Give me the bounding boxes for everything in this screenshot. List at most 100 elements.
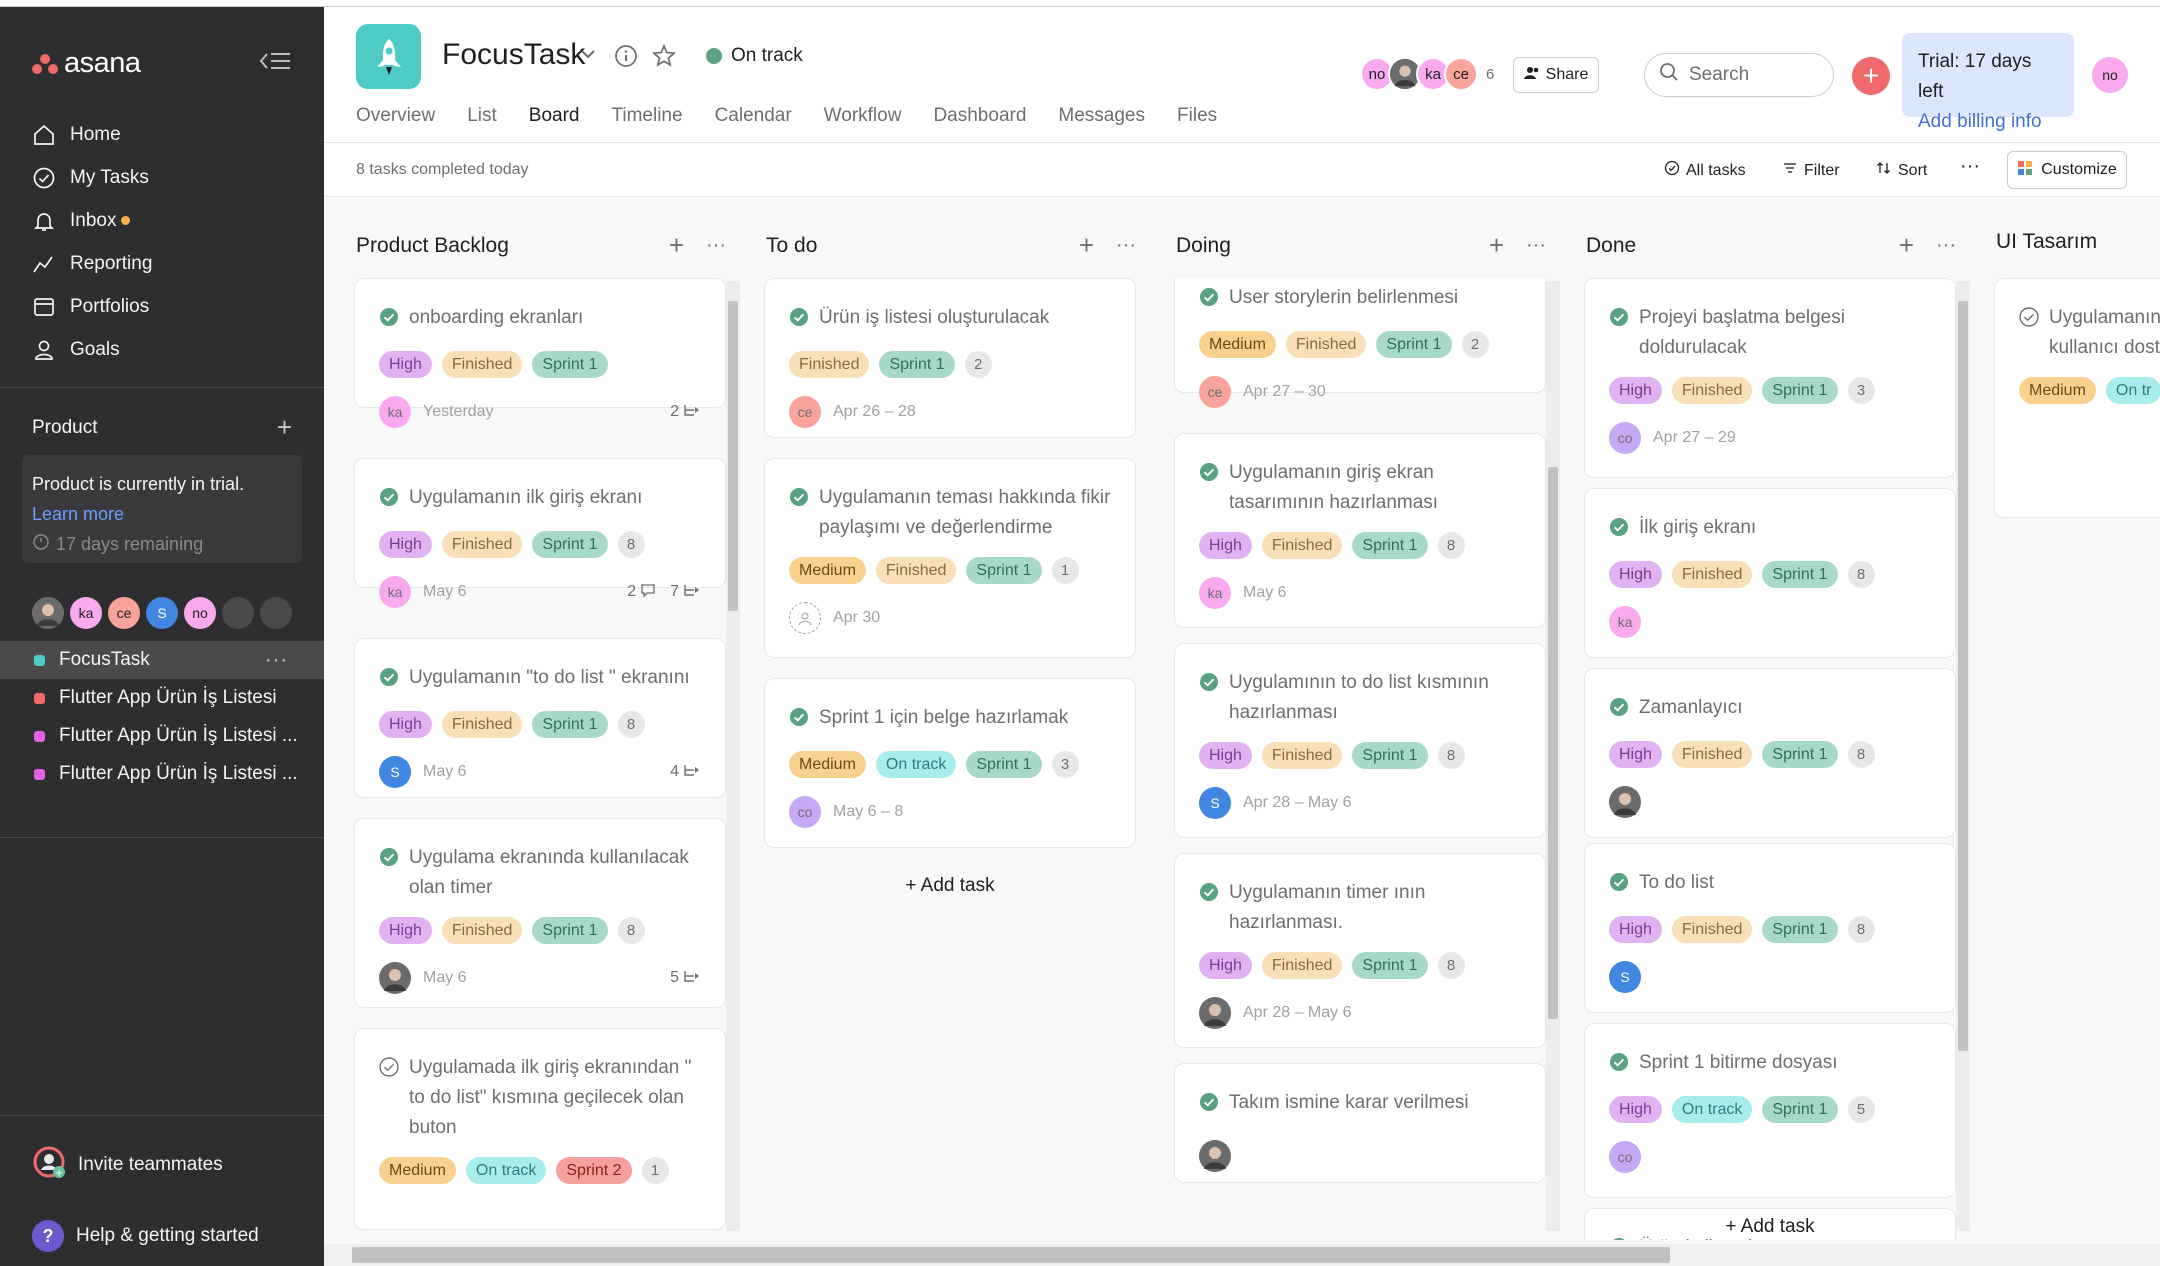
assignee-avatar[interactable]: ka xyxy=(1609,606,1641,638)
tab-list[interactable]: List xyxy=(467,105,497,126)
all-tasks-button[interactable]: All tasks xyxy=(1664,160,1746,181)
project-flutter-app[interactable]: Flutter App Ürün İş Listesi ... xyxy=(0,755,324,793)
avatar[interactable]: ka xyxy=(70,597,102,629)
complete-check-icon[interactable] xyxy=(1609,697,1629,727)
complete-check-icon[interactable] xyxy=(1199,462,1219,518)
subtask-count[interactable]: 5 xyxy=(670,969,701,988)
column-scrollbar[interactable] xyxy=(1546,281,1560,1231)
complete-check-icon[interactable] xyxy=(1199,882,1219,938)
task-card[interactable]: User storylerin belirlenmesi Medium Finish… xyxy=(1174,278,1546,408)
horizontal-scrollbar[interactable] xyxy=(324,1244,2160,1266)
project-focustask[interactable]: FocusTask ··· xyxy=(0,641,324,679)
filter-button[interactable]: Filter xyxy=(1782,160,1840,181)
more-icon[interactable]: ··· xyxy=(1960,155,1980,177)
complete-check-icon[interactable] xyxy=(1609,1052,1629,1082)
complete-check-icon[interactable] xyxy=(789,707,809,737)
task-card[interactable]: Ürün iş listesi xyxy=(1584,1208,1956,1240)
add-task-icon[interactable]: + xyxy=(1488,230,1505,260)
incomplete-check-icon[interactable] xyxy=(379,1057,399,1143)
task-card[interactable]: Projeyi başlatma belgesi doldurulacak Hig… xyxy=(1584,278,1956,478)
nav-goals[interactable]: Goals xyxy=(22,328,302,371)
avatar[interactable]: no xyxy=(184,597,216,629)
task-card[interactable]: Uygulamanın giriş ekran tasarımının hazı… xyxy=(1174,433,1546,628)
add-task-icon[interactable]: + xyxy=(1078,230,1095,260)
task-card[interactable]: Zamanlayıcı High Finished Sprint 1 8 xyxy=(1584,668,1956,838)
column-header[interactable]: Product Backlog + ··· xyxy=(356,230,726,261)
assignee-avatar[interactable]: co xyxy=(1609,422,1641,454)
task-card[interactable]: Ürün iş listesi oluşturulacak Finished Spr… xyxy=(764,278,1136,438)
search-input[interactable]: Search xyxy=(1644,53,1834,97)
task-card[interactable]: Uygulamanın ilk giriş ekranı High Finished… xyxy=(354,458,726,608)
assignee-avatar[interactable]: ka xyxy=(379,396,411,428)
share-button[interactable]: Share xyxy=(1513,57,1599,93)
more-icon[interactable]: ··· xyxy=(265,649,288,671)
tab-files[interactable]: Files xyxy=(1177,105,1218,126)
tab-workflow[interactable]: Workflow xyxy=(823,105,902,126)
more-icon[interactable]: ··· xyxy=(1116,234,1136,256)
column-header[interactable]: UI Tasarım xyxy=(1996,230,2160,254)
chevron-down-icon[interactable] xyxy=(578,44,598,69)
column-header[interactable]: Done + ··· xyxy=(1586,230,1956,261)
add-task-button[interactable]: + Add task xyxy=(1725,1216,1815,1237)
tab-calendar[interactable]: Calendar xyxy=(714,105,792,126)
tab-messages[interactable]: Messages xyxy=(1058,105,1146,126)
nav-inbox[interactable]: Inbox xyxy=(22,199,302,242)
complete-check-icon[interactable] xyxy=(1199,672,1219,728)
more-icon[interactable]: ··· xyxy=(1526,234,1546,256)
add-billing-link[interactable]: Add billing info xyxy=(1918,111,2042,132)
rocket-icon[interactable] xyxy=(356,24,421,89)
complete-check-icon[interactable] xyxy=(789,487,809,543)
subtask-count[interactable]: 2 xyxy=(670,403,701,422)
assignee-avatar[interactable]: ka xyxy=(1199,577,1231,609)
assignee-avatar[interactable]: ka xyxy=(379,576,411,608)
tab-overview[interactable]: Overview xyxy=(356,105,436,126)
asana-logo[interactable]: asana xyxy=(32,47,141,80)
nav-home[interactable]: Home xyxy=(22,113,302,156)
comment-count[interactable]: 2 xyxy=(627,582,656,603)
complete-check-icon[interactable] xyxy=(379,667,399,697)
complete-check-icon[interactable] xyxy=(1609,307,1629,363)
star-icon[interactable] xyxy=(651,43,677,73)
complete-check-icon[interactable] xyxy=(379,487,399,517)
add-task-icon[interactable]: + xyxy=(668,230,685,260)
add-task-button[interactable]: + Add task xyxy=(905,875,995,896)
info-icon[interactable] xyxy=(614,44,638,73)
assignee-avatar[interactable]: co xyxy=(789,796,821,828)
assignee-avatar[interactable]: S xyxy=(379,756,411,788)
more-icon[interactable]: ··· xyxy=(1936,234,1956,256)
collapse-sidebar-icon[interactable] xyxy=(258,49,292,73)
assignee-avatar-photo[interactable] xyxy=(1199,1140,1231,1172)
task-card[interactable]: To do list High Finished Sprint 1 8 S xyxy=(1584,843,1956,1013)
column-scrollbar[interactable] xyxy=(1956,281,1970,1231)
project-title[interactable]: FocusTask xyxy=(442,38,586,71)
add-project-icon[interactable]: + xyxy=(276,412,292,442)
tab-dashboard[interactable]: Dashboard xyxy=(933,105,1027,126)
complete-check-icon[interactable] xyxy=(1199,1092,1219,1122)
task-card[interactable]: Takım ismine karar verilmesi xyxy=(1174,1063,1546,1183)
subtask-count[interactable]: 4 xyxy=(670,763,701,782)
help-button[interactable]: ? Help & getting started xyxy=(32,1220,259,1252)
team-section-header[interactable]: Product + xyxy=(32,412,292,443)
complete-check-icon[interactable] xyxy=(1609,1237,1629,1240)
task-card[interactable]: Uygulamanın "to do list " ekranını High Fi… xyxy=(354,638,726,798)
avatar-photo[interactable] xyxy=(32,597,64,629)
task-card[interactable]: Uygulamanın teması hakkında fikir paylaş… xyxy=(764,458,1136,658)
task-card[interactable]: Uygulamada ilk giriş ekranından " to do … xyxy=(354,1028,726,1230)
add-task-icon[interactable]: + xyxy=(1898,230,1915,260)
column-header[interactable]: Doing + ··· xyxy=(1176,230,1546,261)
complete-check-icon[interactable] xyxy=(379,847,399,903)
complete-check-icon[interactable] xyxy=(789,307,809,337)
user-avatar[interactable]: no xyxy=(2092,57,2128,93)
avatar-placeholder[interactable] xyxy=(222,597,254,629)
assignee-avatar[interactable]: ce xyxy=(1199,376,1231,408)
unassigned-avatar-icon[interactable] xyxy=(789,602,821,634)
column-scrollbar[interactable] xyxy=(726,281,740,1231)
assignee-avatar[interactable]: S xyxy=(1609,961,1641,993)
project-flutter-app[interactable]: Flutter App Ürün İş Listesi ... xyxy=(0,717,324,755)
avatar[interactable]: ce xyxy=(108,597,140,629)
complete-check-icon[interactable] xyxy=(1609,872,1629,902)
project-status[interactable]: On track xyxy=(706,45,803,67)
avatar-placeholder[interactable] xyxy=(260,597,292,629)
more-icon[interactable]: ··· xyxy=(706,234,726,256)
incomplete-check-icon[interactable] xyxy=(2019,307,2039,363)
